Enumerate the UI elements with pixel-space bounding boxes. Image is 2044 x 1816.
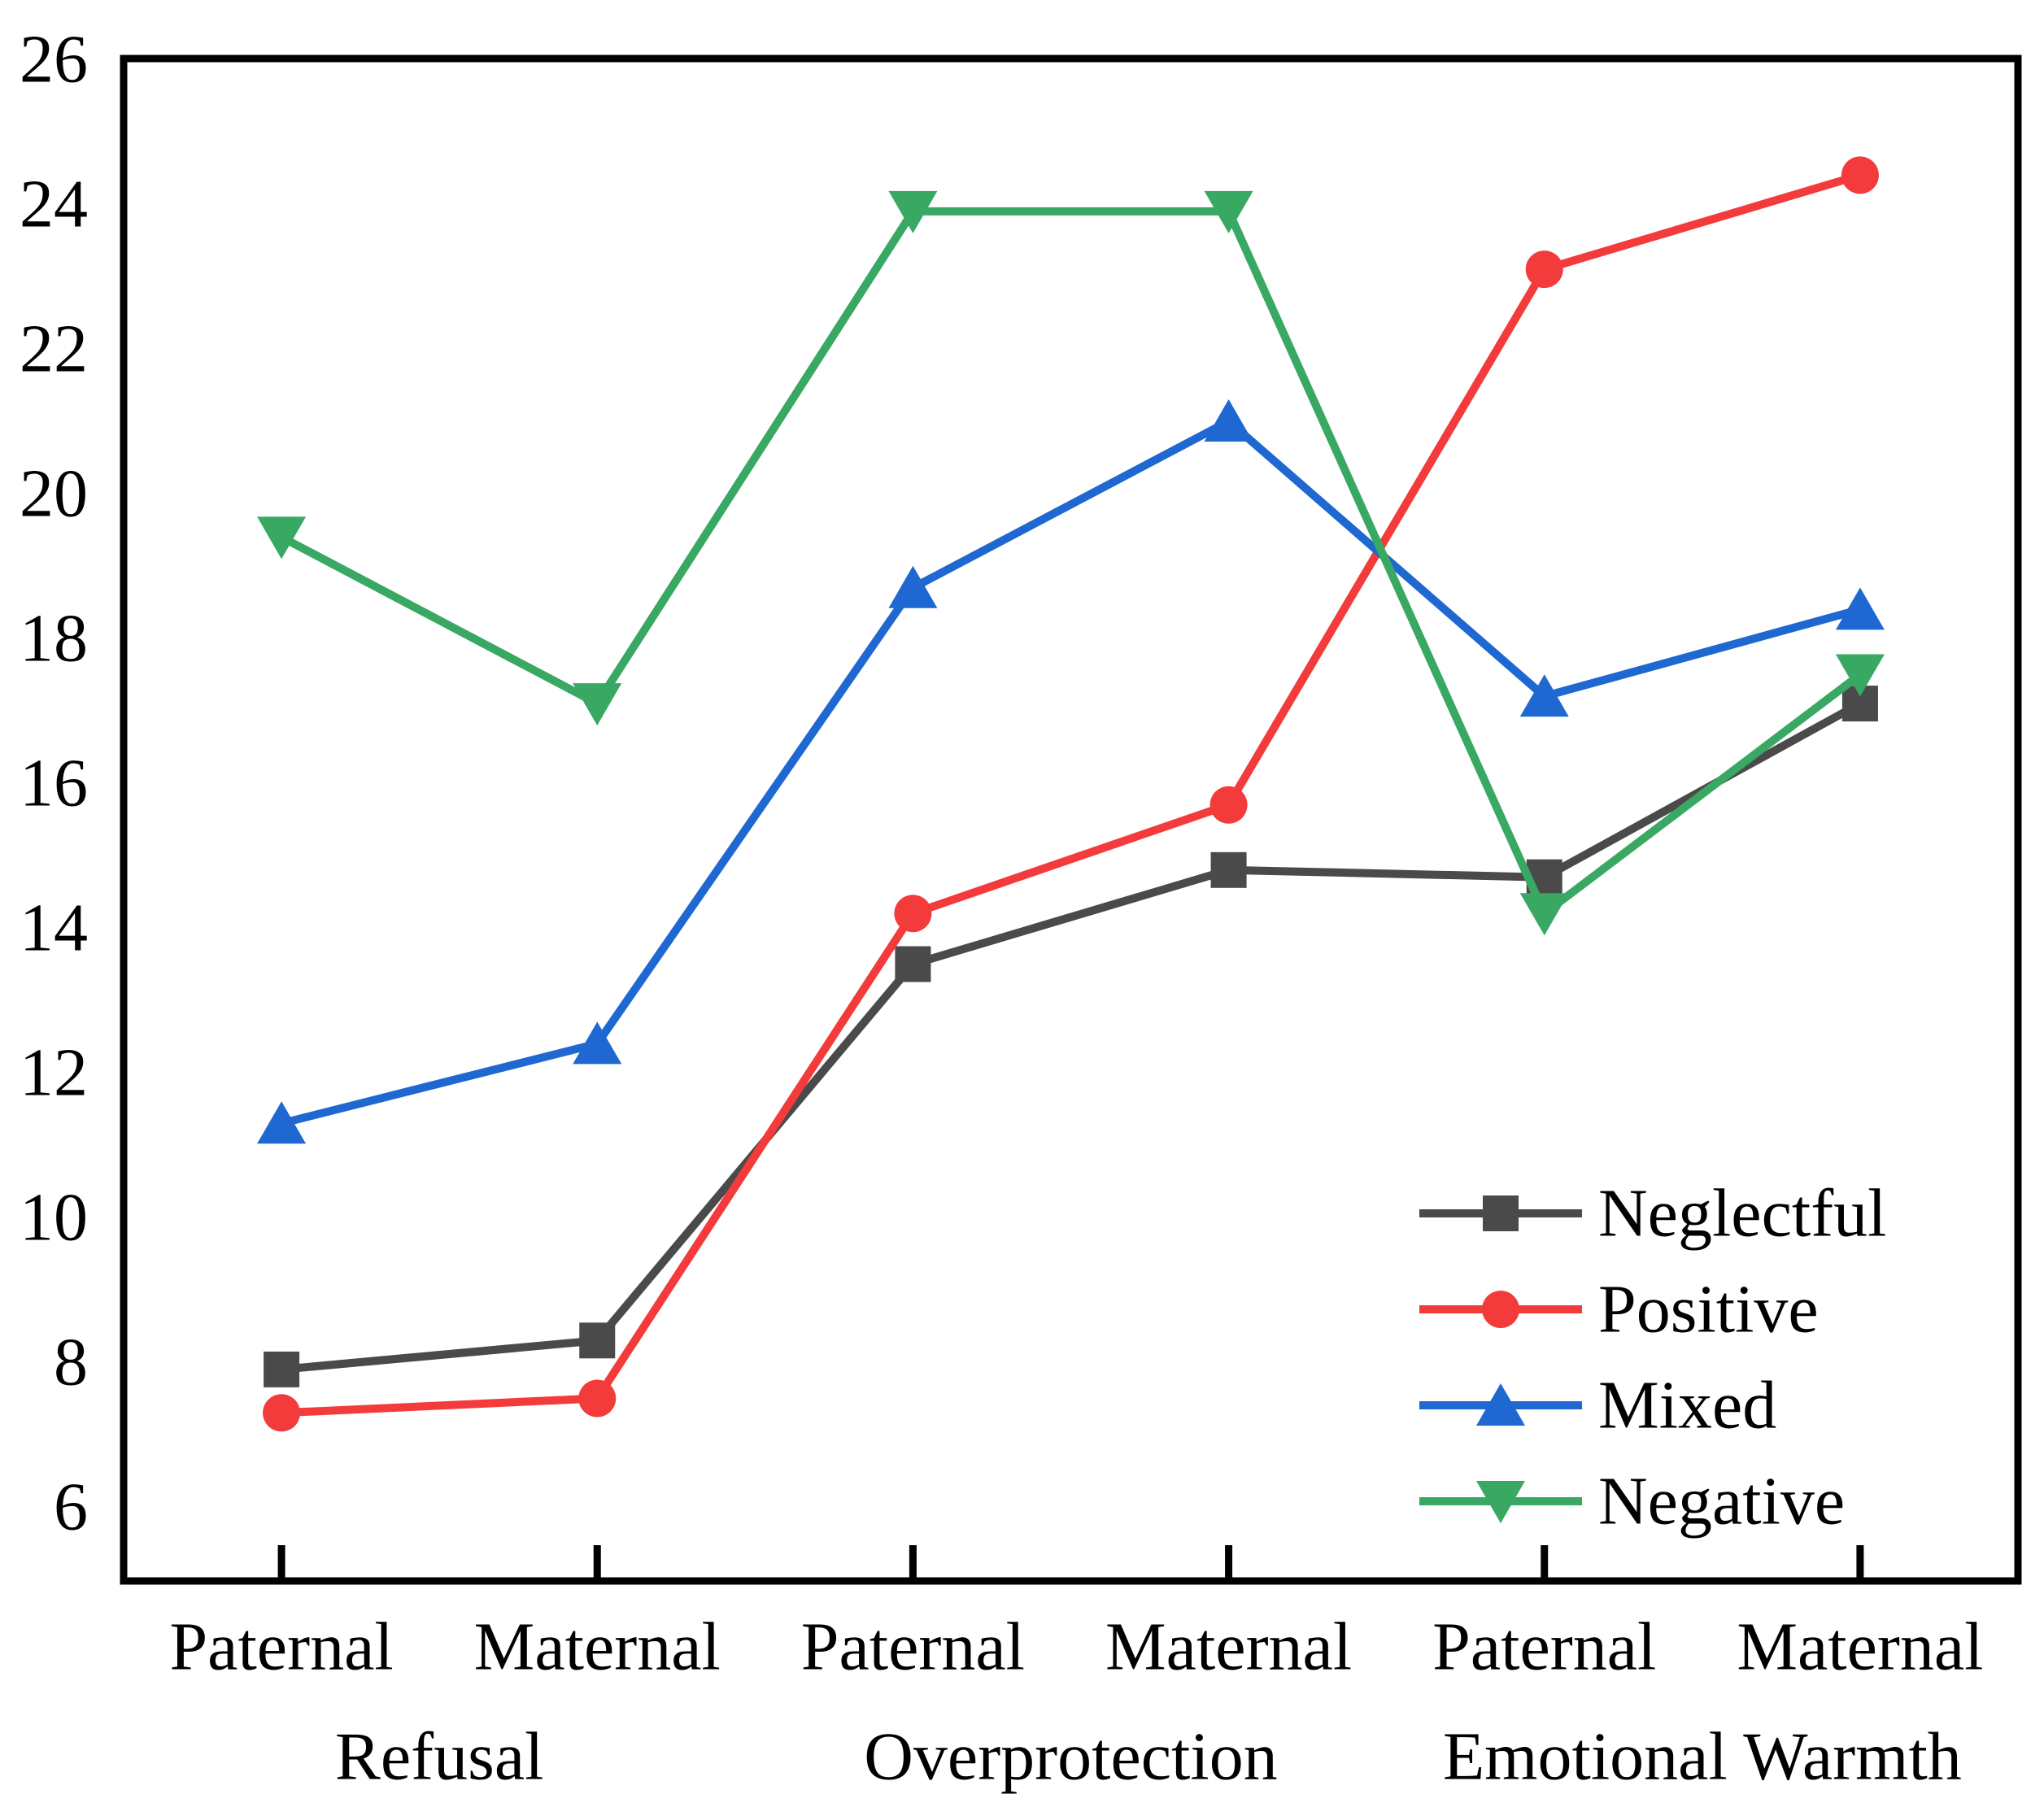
series-line-mixed [280,416,1862,1128]
x-group-label: Emotional Warmth [1443,1719,1962,1795]
y-tick-label: 26 [20,22,88,98]
marker-mixed-3 [1204,399,1253,442]
y-tick-label: 16 [20,746,88,821]
series-line-neglectful [281,699,1863,1374]
legend-marker-positive [1482,1291,1519,1328]
series-line-positive [281,171,1862,1418]
x-tick-label: Paternal [1432,1609,1656,1685]
legend-marker-mixed [1476,1383,1525,1426]
plot-frame [120,54,2022,1585]
y-tick-label: 12 [20,1035,88,1111]
marker-mixed-2 [888,565,938,608]
x-tick-label: Maternal [474,1609,721,1685]
x-group-label: Refusal [335,1719,544,1795]
legend-label: Positive [1598,1272,1819,1348]
y-tick-label: 20 [20,456,88,532]
marker-positive-2 [894,895,932,933]
marker-mixed-0 [257,1101,307,1144]
marker-neglectful-3 [1210,851,1247,888]
legend-marker-negative [1476,1481,1525,1523]
y-tick-label: 8 [54,1325,88,1400]
marker-negative-1 [573,683,622,726]
marker-mixed-4 [1519,674,1569,717]
y-tick-label: 6 [54,1470,88,1545]
y-tick-label: 10 [20,1180,88,1256]
x-tick-label: Paternal [801,1609,1025,1685]
marker-positive-4 [1525,250,1563,289]
y-tick-label: 22 [20,311,88,387]
marker-negative-4 [1519,893,1569,936]
marker-neglectful-0 [264,1351,300,1387]
series-line-negative [279,207,1863,920]
legend-marker-neglectful [1483,1195,1519,1231]
y-tick-label: 14 [20,891,88,966]
marker-negative-2 [888,190,938,233]
marker-negative-3 [1204,190,1253,233]
marker-neglectful-1 [579,1322,616,1359]
marker-negative-5 [1835,654,1885,697]
marker-neglectful-2 [895,946,931,982]
x-tick-label: Maternal [1737,1609,1983,1685]
marker-positive-1 [578,1379,617,1418]
legend-label: Mixed [1598,1368,1776,1444]
x-tick-label: Maternal [1105,1609,1352,1685]
marker-positive-0 [263,1394,301,1432]
legend-label: Neglectful [1598,1176,1887,1252]
y-tick-label: 18 [20,601,88,677]
marker-positive-3 [1209,786,1248,824]
marker-mixed-1 [573,1021,622,1065]
x-tick-label: Paternal [169,1609,393,1685]
legend-label: Negative [1598,1464,1845,1539]
marker-negative-0 [257,516,307,560]
marker-mixed-5 [1835,587,1885,630]
y-tick-label: 24 [20,167,88,242]
x-group-label: Overprotection [864,1719,1277,1795]
marker-positive-5 [1841,156,1879,194]
